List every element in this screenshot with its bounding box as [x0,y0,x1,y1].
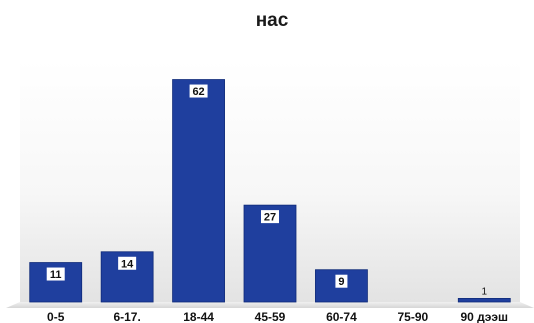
data-label-6: 1 [482,286,488,297]
x-tick-label: 90 дээш [461,310,509,323]
data-label-1: 14 [118,256,137,270]
bar-18-44 [172,79,225,303]
data-label-box [118,256,137,270]
data-label-text: 27 [264,212,276,224]
data-label-box [261,210,279,224]
data-label-text: 11 [50,269,62,281]
data-label-4: 9 [335,274,348,288]
x-tick-label: 18-44 [183,310,214,323]
chart-title: нас [256,10,289,31]
plot-floor [6,302,534,308]
x-tick-label: 6-17. [113,310,140,323]
data-labels-layer: 11 14 62 27 9 1 [46,84,488,297]
bar-90-дээш [457,298,511,303]
data-label-box [189,84,208,98]
data-label-2: 62 [189,84,208,98]
x-tick-label: 60-74 [326,310,357,323]
bars-layer [29,79,511,303]
data-label-text: 14 [121,258,134,270]
data-label-3: 27 [261,210,279,224]
x-tick-label: 75-90 [398,310,429,323]
data-label-box [335,274,348,288]
x-tick-label: 0-5 [47,310,65,323]
data-label-box [46,267,65,281]
data-label-text: 9 [338,276,344,288]
x-tick-labels: 0-5 6-17. 18-44 45-59 60-74 75-90 90 дээш [47,310,508,323]
bar-45-59 [243,204,297,303]
data-label-0: 11 [46,267,65,281]
data-label-text: 1 [482,286,488,297]
x-tick-label: 45-59 [255,310,286,323]
data-label-text: 62 [192,86,204,98]
